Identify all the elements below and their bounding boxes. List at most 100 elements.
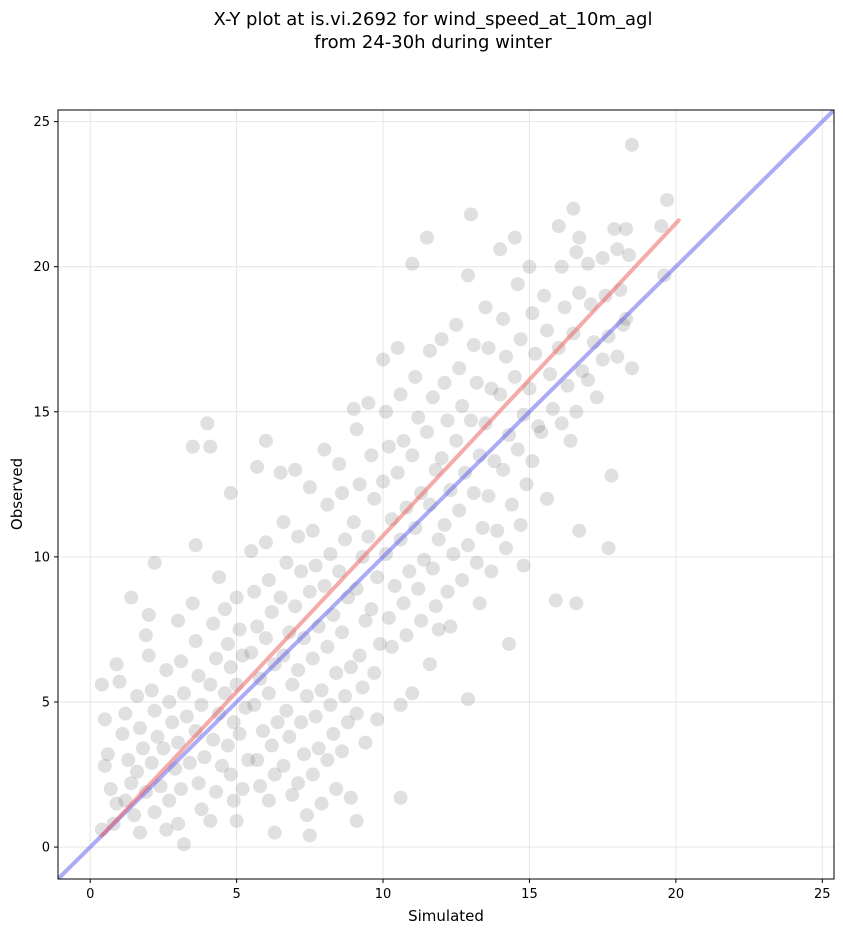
grid: [58, 110, 834, 879]
scatter-point: [601, 329, 616, 344]
scatter-point: [279, 703, 294, 718]
scatter-point: [124, 776, 139, 791]
scatter-point: [182, 755, 197, 770]
scatter-point: [173, 782, 188, 797]
scatter-point: [209, 784, 224, 799]
scatter-point: [214, 758, 229, 773]
scatter-point: [522, 259, 537, 274]
scatter-point: [493, 242, 508, 257]
scatter-point: [487, 454, 502, 469]
scatter-point: [165, 715, 180, 730]
scatter-point: [431, 532, 446, 547]
scatter-point: [118, 706, 133, 721]
scatter-point: [130, 764, 145, 779]
scatter-point: [440, 584, 455, 599]
scatter-point: [270, 715, 285, 730]
scatter-point: [159, 663, 174, 678]
scatter-point: [185, 439, 200, 454]
scatter-point: [516, 407, 531, 422]
x-tick-label: 20: [668, 887, 685, 902]
scatter-point: [138, 628, 153, 643]
scatter-point: [250, 459, 265, 474]
scatter-point: [537, 288, 552, 303]
scatter-point: [288, 462, 303, 477]
scatter-point: [657, 268, 672, 283]
scatter-point: [305, 523, 320, 538]
scatter-point: [212, 570, 227, 585]
scatter-point: [367, 665, 382, 680]
scatter-point: [176, 837, 191, 852]
scatter-point: [534, 425, 549, 440]
scatter-point: [320, 497, 335, 512]
scatter-point: [144, 683, 159, 698]
scatter-point: [94, 677, 109, 692]
scatter-point: [437, 375, 452, 390]
chart-title-line-2: from 24-30h during winter: [314, 32, 552, 53]
scatter-point: [267, 767, 282, 782]
scatter-point: [232, 726, 247, 741]
scatter-point: [352, 477, 367, 492]
scatter-point: [320, 639, 335, 654]
scatter-point: [399, 628, 414, 643]
scatter-point: [624, 137, 639, 152]
scatter-point: [560, 378, 575, 393]
scatter-point: [572, 285, 587, 300]
scatter-point: [305, 651, 320, 666]
scatter-point: [548, 593, 563, 608]
scatter-point: [194, 802, 209, 817]
scatter-point: [581, 372, 596, 387]
scatter-point: [405, 256, 420, 271]
chart-title-line-1: X-Y plot at is.vi.2692 for wind_speed_at…: [213, 9, 653, 30]
scatter-point: [305, 767, 320, 782]
scatter-point: [197, 750, 212, 765]
scatter-point: [226, 715, 241, 730]
scatter-point: [109, 796, 124, 811]
plot-frame: [57, 109, 835, 880]
scatter-point: [188, 538, 203, 553]
scatter-point: [610, 242, 625, 257]
scatter-point: [466, 486, 481, 501]
y-tick-label: 5: [42, 695, 50, 710]
scatter-point: [171, 816, 186, 831]
scatter-point: [194, 697, 209, 712]
scatter-point: [525, 306, 540, 321]
scatter-point: [554, 416, 569, 431]
scatter-point: [364, 448, 379, 463]
scatter-point: [273, 465, 288, 480]
scatter-point: [346, 515, 361, 530]
scatter-point: [203, 439, 218, 454]
scatter-point: [332, 457, 347, 472]
scatter-point: [510, 277, 525, 292]
scatter-point: [267, 825, 282, 840]
scatter-point: [144, 755, 159, 770]
scatter-point: [387, 578, 402, 593]
scatter-point: [405, 448, 420, 463]
scatter-point: [569, 596, 584, 611]
scatter-point: [285, 787, 300, 802]
scatter-points: [94, 137, 675, 852]
scatter-point: [279, 555, 294, 570]
scatter-point: [340, 715, 355, 730]
scatter-point: [185, 596, 200, 611]
scatter-point: [504, 497, 519, 512]
scatter-point: [422, 343, 437, 358]
scatter-point: [370, 570, 385, 585]
scatter-point: [501, 428, 516, 443]
scatter-point: [352, 648, 367, 663]
scatter-point: [513, 332, 528, 347]
y-tick-label: 10: [33, 550, 50, 565]
scatter-point: [563, 433, 578, 448]
scatter-point: [624, 361, 639, 376]
scatter-point: [619, 221, 634, 236]
scatter-point: [203, 677, 218, 692]
x-tick-label: 5: [232, 887, 240, 902]
scatter-point: [308, 558, 323, 573]
scatter-point: [147, 703, 162, 718]
scatter-point: [551, 219, 566, 234]
scatter-point: [112, 674, 127, 689]
scatter-point: [458, 465, 473, 480]
scatter-point: [335, 486, 350, 501]
scatter-point: [115, 726, 130, 741]
scatter-point: [490, 523, 505, 538]
scatter-point: [296, 631, 311, 646]
